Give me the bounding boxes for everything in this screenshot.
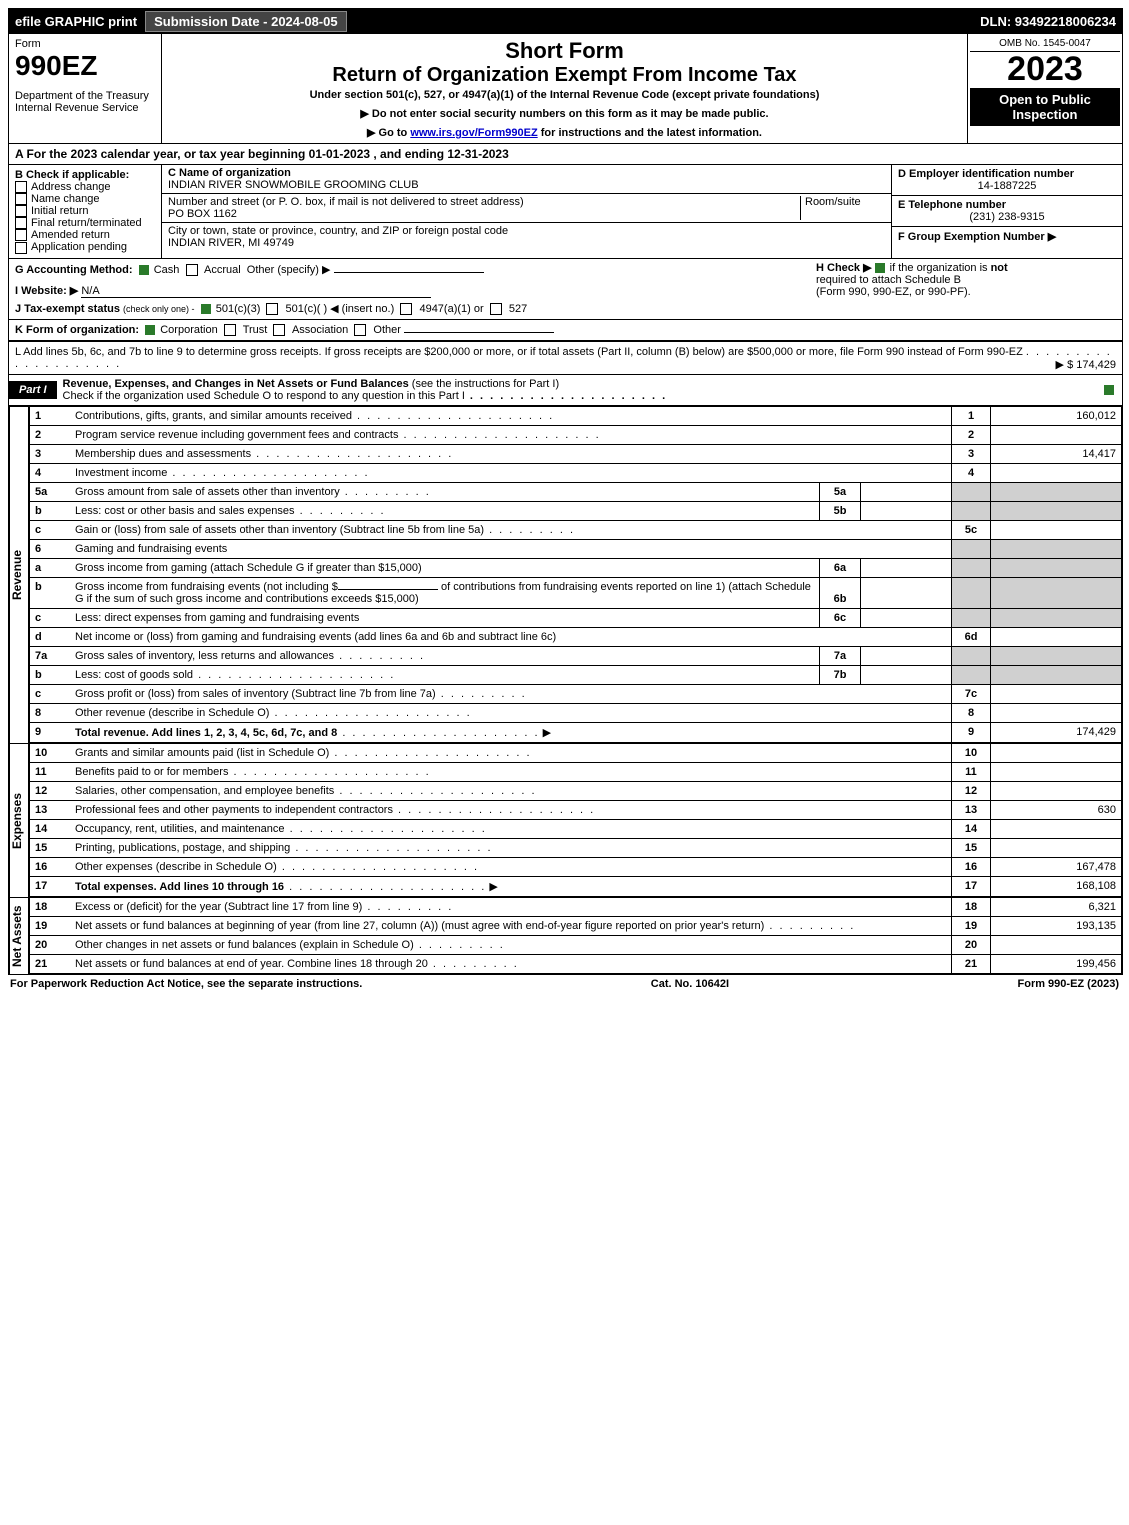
chk-h[interactable]: [875, 263, 885, 273]
dln-label: DLN: 93492218006234: [980, 14, 1116, 29]
l-text: L Add lines 5b, 6c, and 7b to line 9 to …: [15, 346, 1023, 358]
chk-501c[interactable]: [266, 303, 278, 315]
city-lbl: City or town, state or province, country…: [168, 225, 508, 237]
netassets-table: 18Excess or (deficit) for the year (Subt…: [29, 897, 1122, 974]
chk-assoc[interactable]: [273, 324, 285, 336]
short-form-label: Short Form: [168, 38, 961, 64]
b-label: B Check if applicable:: [15, 169, 155, 181]
open-inspection: Open to Public Inspection: [970, 88, 1120, 126]
expenses-section: Expenses 10Grants and similar amounts pa…: [9, 743, 1122, 897]
footer-left: For Paperwork Reduction Act Notice, see …: [10, 978, 362, 990]
g-lbl: G Accounting Method:: [15, 264, 133, 276]
form-container: efile GRAPHIC print Submission Date - 20…: [8, 8, 1123, 975]
l-val: ▶ $ 174,429: [1056, 358, 1116, 371]
ein-val: 14-1887225: [898, 180, 1116, 192]
part1-tag: Part I: [9, 381, 57, 399]
section-a: A For the 2023 calendar year, or tax yea…: [9, 144, 1122, 165]
subtitle-1: Under section 501(c), 527, or 4947(a)(1)…: [168, 89, 961, 101]
chk-trust[interactable]: [224, 324, 236, 336]
j-lbl: J Tax-exempt status: [15, 303, 120, 315]
expenses-label: Expenses: [9, 743, 29, 897]
room-lbl: Room/suite: [805, 196, 861, 208]
chk-amended[interactable]: [15, 229, 27, 241]
revenue-label: Revenue: [9, 406, 29, 743]
chk-initial[interactable]: [15, 205, 27, 217]
col-def: D Employer identification number 14-1887…: [891, 165, 1122, 258]
section-gh: G Accounting Method: Cash Accrual Other …: [9, 259, 1122, 320]
dept-label: Department of the Treasury: [15, 90, 155, 102]
chk-527[interactable]: [490, 303, 502, 315]
part1-header: Part I Revenue, Expenses, and Changes in…: [9, 375, 1122, 406]
section-bcdef: B Check if applicable: Address change Na…: [9, 165, 1122, 259]
revenue-section: Revenue 1Contributions, gifts, grants, a…: [9, 406, 1122, 743]
city-val: INDIAN RIVER, MI 49749: [168, 237, 294, 249]
chk-corp[interactable]: [145, 325, 155, 335]
form-title: Return of Organization Exempt From Incom…: [168, 64, 961, 87]
submission-date: Submission Date - 2024-08-05: [145, 11, 347, 32]
d-lbl: D Employer identification number: [898, 168, 1074, 180]
chk-other-org[interactable]: [354, 324, 366, 336]
website-val: N/A: [81, 285, 99, 297]
netassets-label: Net Assets: [9, 897, 29, 974]
section-l: L Add lines 5b, 6c, and 7b to line 9 to …: [9, 342, 1122, 375]
top-bar: efile GRAPHIC print Submission Date - 20…: [9, 9, 1122, 34]
chk-address[interactable]: [15, 181, 27, 193]
k-lbl: K Form of organization:: [15, 324, 139, 336]
org-name: INDIAN RIVER SNOWMOBILE GROOMING CLUB: [168, 179, 419, 191]
footer-right: Form 990-EZ (2023): [1018, 978, 1119, 990]
h-box: H Check ▶ if the organization is not req…: [816, 261, 1116, 298]
e-lbl: E Telephone number: [898, 199, 1006, 211]
revenue-table: 1Contributions, gifts, grants, and simil…: [29, 406, 1122, 743]
irs-label: Internal Revenue Service: [15, 102, 155, 114]
street-val: PO BOX 1162: [168, 208, 237, 220]
irs-link[interactable]: www.irs.gov/Form990EZ: [410, 127, 537, 139]
form-header: Form 990EZ Department of the Treasury In…: [9, 34, 1122, 144]
efile-label[interactable]: efile GRAPHIC print: [15, 14, 137, 29]
form-word: Form: [15, 38, 41, 50]
i-lbl: I Website: ▶: [15, 285, 78, 297]
expenses-table: 10Grants and similar amounts paid (list …: [29, 743, 1122, 897]
f-lbl: F Group Exemption Number ▶: [898, 231, 1056, 243]
c-name-lbl: C Name of organization: [168, 167, 291, 179]
phone-val: (231) 238-9315: [898, 211, 1116, 223]
chk-final[interactable]: [15, 217, 27, 229]
subtitle-2: ▶ Do not enter social security numbers o…: [168, 107, 961, 120]
col-b: B Check if applicable: Address change Na…: [9, 165, 162, 258]
chk-part1[interactable]: [1104, 385, 1114, 395]
footer-mid: Cat. No. 10642I: [651, 978, 729, 990]
part1-title: Revenue, Expenses, and Changes in Net As…: [63, 378, 409, 390]
chk-accrual[interactable]: [186, 264, 198, 276]
page-footer: For Paperwork Reduction Act Notice, see …: [8, 975, 1121, 993]
chk-cash[interactable]: [139, 265, 149, 275]
subtitle-3: ▶ Go to www.irs.gov/Form990EZ for instru…: [168, 126, 961, 139]
section-k: K Form of organization: Corporation Trus…: [9, 320, 1122, 342]
chk-501c3[interactable]: [201, 304, 211, 314]
chk-pending[interactable]: [15, 242, 27, 254]
netassets-section: Net Assets 18Excess or (deficit) for the…: [9, 897, 1122, 974]
part1-check: Check if the organization used Schedule …: [63, 390, 465, 402]
chk-4947[interactable]: [400, 303, 412, 315]
form-number: 990EZ: [15, 50, 155, 82]
street-lbl: Number and street (or P. O. box, if mail…: [168, 196, 524, 208]
tax-year: 2023: [970, 52, 1120, 86]
chk-name[interactable]: [15, 193, 27, 205]
col-c: C Name of organization INDIAN RIVER SNOW…: [162, 165, 891, 258]
